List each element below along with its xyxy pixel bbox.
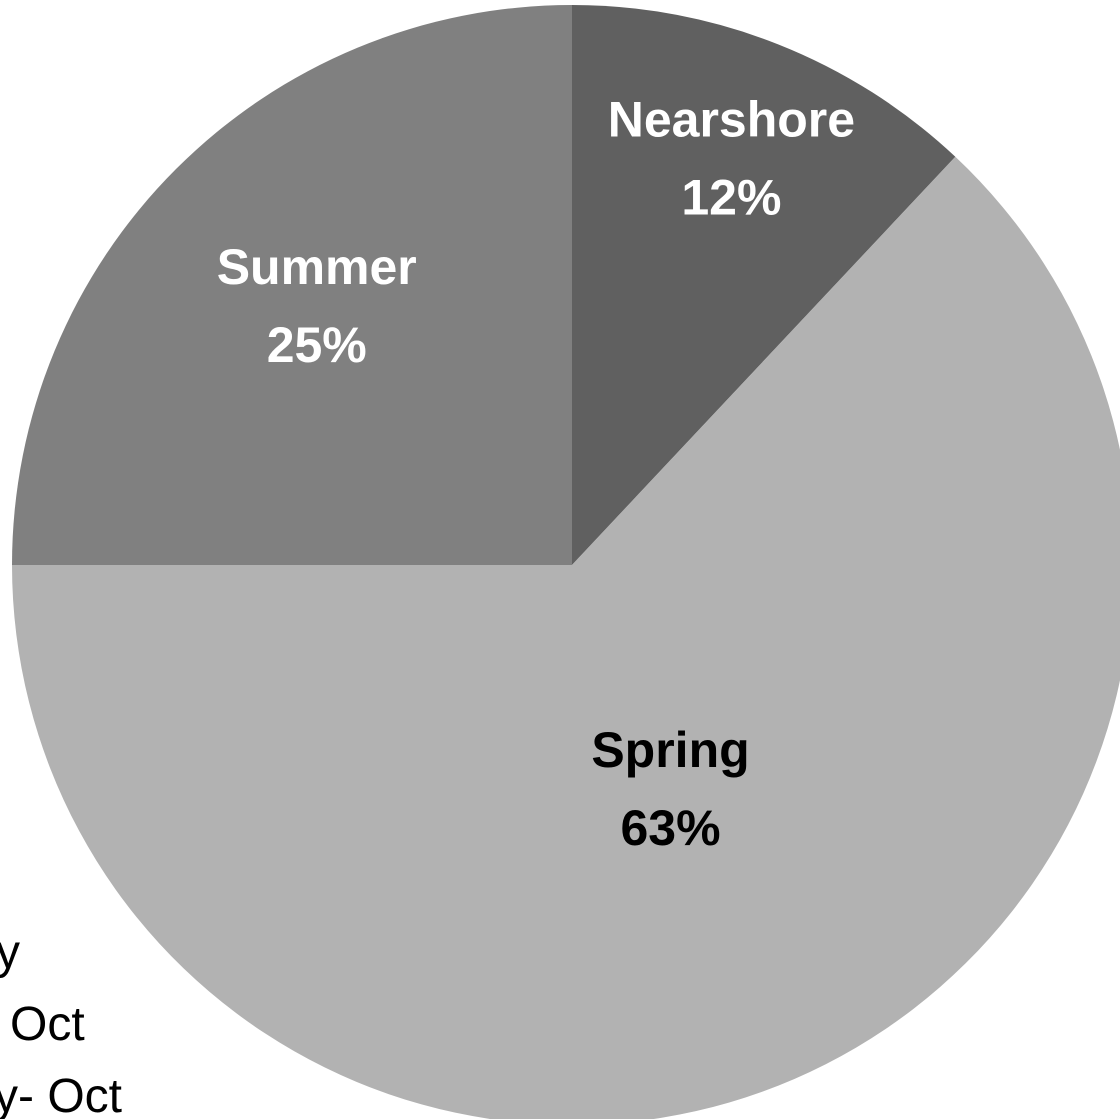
annotation: Oct — [10, 998, 85, 1051]
slice-value-label: 12% — [681, 170, 781, 226]
pie-slice — [12, 156, 1120, 1119]
slice-label: Nearshore — [608, 92, 855, 148]
pie-slice — [572, 5, 956, 565]
slice-label: Summer — [217, 239, 417, 295]
pie-slice — [12, 5, 572, 565]
slice-value-label: 63% — [620, 800, 720, 856]
slice-label: Spring — [591, 722, 749, 778]
annotation: y- Oct — [0, 1070, 122, 1119]
annotation: y — [0, 926, 20, 979]
slice-value-label: 25% — [267, 317, 367, 373]
